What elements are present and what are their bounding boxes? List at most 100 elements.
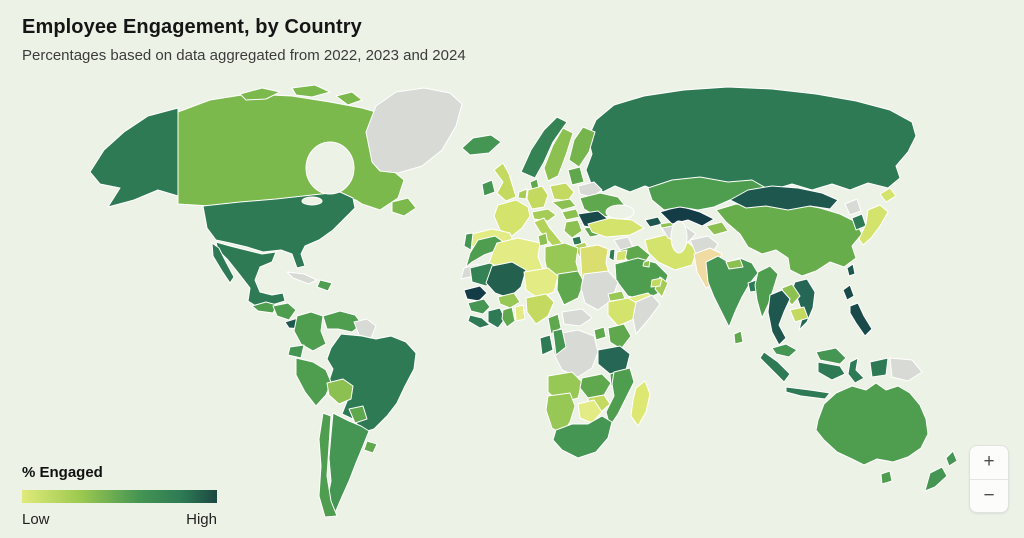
country-malaysia[interactable] [771,343,798,358]
country-togo-benin[interactable] [514,304,526,322]
country-honduras[interactable] [272,302,297,321]
country-nigeria[interactable] [525,293,555,325]
country-botswana[interactable] [577,399,603,424]
country-kuwait[interactable] [642,259,651,268]
country-thailand[interactable] [767,289,791,346]
country-new-zealand-north[interactable] [945,450,958,467]
country-japan-hokkaido[interactable] [879,187,897,203]
country-norway[interactable] [520,116,568,179]
country-uae[interactable] [650,277,663,288]
country-papua-new-guinea[interactable] [889,357,923,382]
country-brazil[interactable] [326,333,417,434]
country-malaysia-borneo[interactable] [815,347,847,365]
country-niger[interactable] [523,267,559,299]
country-ecuador[interactable] [287,344,305,359]
country-alaska[interactable] [89,107,179,208]
country-bolivia[interactable] [326,378,354,405]
color-legend: % Engaged Low High [22,464,217,528]
chart-header: Employee Engagement, by Country Percenta… [22,16,466,64]
country-sierra-leone-liberia[interactable] [467,314,491,329]
country-indonesia-sulawesi[interactable] [847,357,865,384]
country-hungary[interactable] [561,208,581,221]
country-indonesia-sumatra[interactable] [759,351,791,383]
country-zambia[interactable] [579,373,612,399]
country-kenya[interactable] [607,323,632,350]
country-uruguay[interactable] [363,440,378,454]
country-ghana[interactable] [501,306,516,328]
country-united-kingdom[interactable] [493,162,517,202]
country-somalia[interactable] [632,294,661,335]
country-south-africa[interactable] [552,415,613,459]
country-morocco[interactable] [465,235,506,268]
country-north-korea[interactable] [844,198,862,216]
country-uganda[interactable] [593,326,607,341]
country-guinea[interactable] [467,298,491,315]
country-iceland[interactable] [461,134,502,156]
country-canada-arctic-3[interactable] [335,91,363,106]
country-philippines-luzon[interactable] [842,284,855,301]
country-australia-tasmania[interactable] [880,470,893,485]
country-chile[interactable] [318,412,338,518]
country-burkina-faso[interactable] [497,292,521,309]
country-chad[interactable] [556,270,585,306]
country-cambodia[interactable] [789,306,809,323]
country-mongolia[interactable] [729,185,839,211]
country-jordan[interactable] [615,249,628,262]
country-guyanas[interactable] [353,318,377,339]
country-czechia-slovakia[interactable] [551,198,577,211]
country-cameroon[interactable] [547,313,562,335]
country-greenland[interactable] [365,87,463,174]
country-switzerland-austria[interactable] [531,208,557,222]
country-mozambique[interactable] [605,367,635,427]
country-sudan[interactable] [580,270,619,311]
country-germany[interactable] [526,185,549,210]
country-nepal[interactable] [725,258,744,270]
country-indonesia-java[interactable] [785,386,831,400]
country-kyrgyzstan-tajikistan[interactable] [705,221,729,236]
country-sri-lanka[interactable] [733,330,744,345]
country-portugal[interactable] [463,232,474,251]
country-baltics[interactable] [567,166,585,186]
country-mali[interactable] [485,261,527,299]
country-ivory-coast[interactable] [487,307,506,329]
country-taiwan[interactable] [846,263,856,277]
zoom-out-button[interactable]: − [970,478,1008,513]
country-gabon[interactable] [539,334,554,356]
country-france[interactable] [493,199,531,237]
country-georgia[interactable] [644,216,663,228]
country-canada-arctic-1[interactable] [239,87,281,101]
country-paraguay[interactable] [348,405,368,424]
country-australia[interactable] [815,382,929,466]
country-mexico-baja[interactable] [211,242,235,284]
country-myanmar[interactable] [754,265,779,319]
country-mexico[interactable] [215,241,286,309]
country-indonesia-papua[interactable] [869,357,889,378]
country-canada-newfoundland[interactable] [391,197,417,217]
country-colombia[interactable] [293,311,327,352]
country-ireland[interactable] [481,179,496,197]
zoom-in-button[interactable]: + [970,446,1008,479]
country-japan-honshu[interactable] [858,204,889,246]
country-argentina[interactable] [326,412,370,514]
country-israel[interactable] [608,248,616,262]
country-madagascar[interactable] [630,380,651,427]
country-central-african-republic[interactable] [561,308,593,327]
country-indonesia-kalimantan[interactable] [817,361,846,381]
legend-title: % Engaged [22,464,103,481]
country-russia[interactable] [585,86,917,193]
country-new-zealand-south[interactable] [924,466,948,492]
country-benelux[interactable] [517,188,528,200]
country-cuba[interactable] [286,271,318,285]
country-congo[interactable] [552,328,567,356]
country-balkans[interactable] [563,219,583,239]
country-poland[interactable] [549,182,575,202]
country-sweden[interactable] [543,127,574,182]
country-peru[interactable] [295,357,332,407]
country-dominican-republic[interactable] [316,279,333,292]
country-tunisia[interactable] [537,232,549,247]
country-canada-arctic-2[interactable] [291,84,331,98]
country-philippines-south[interactable] [849,302,873,337]
country-senegal[interactable] [463,285,488,302]
